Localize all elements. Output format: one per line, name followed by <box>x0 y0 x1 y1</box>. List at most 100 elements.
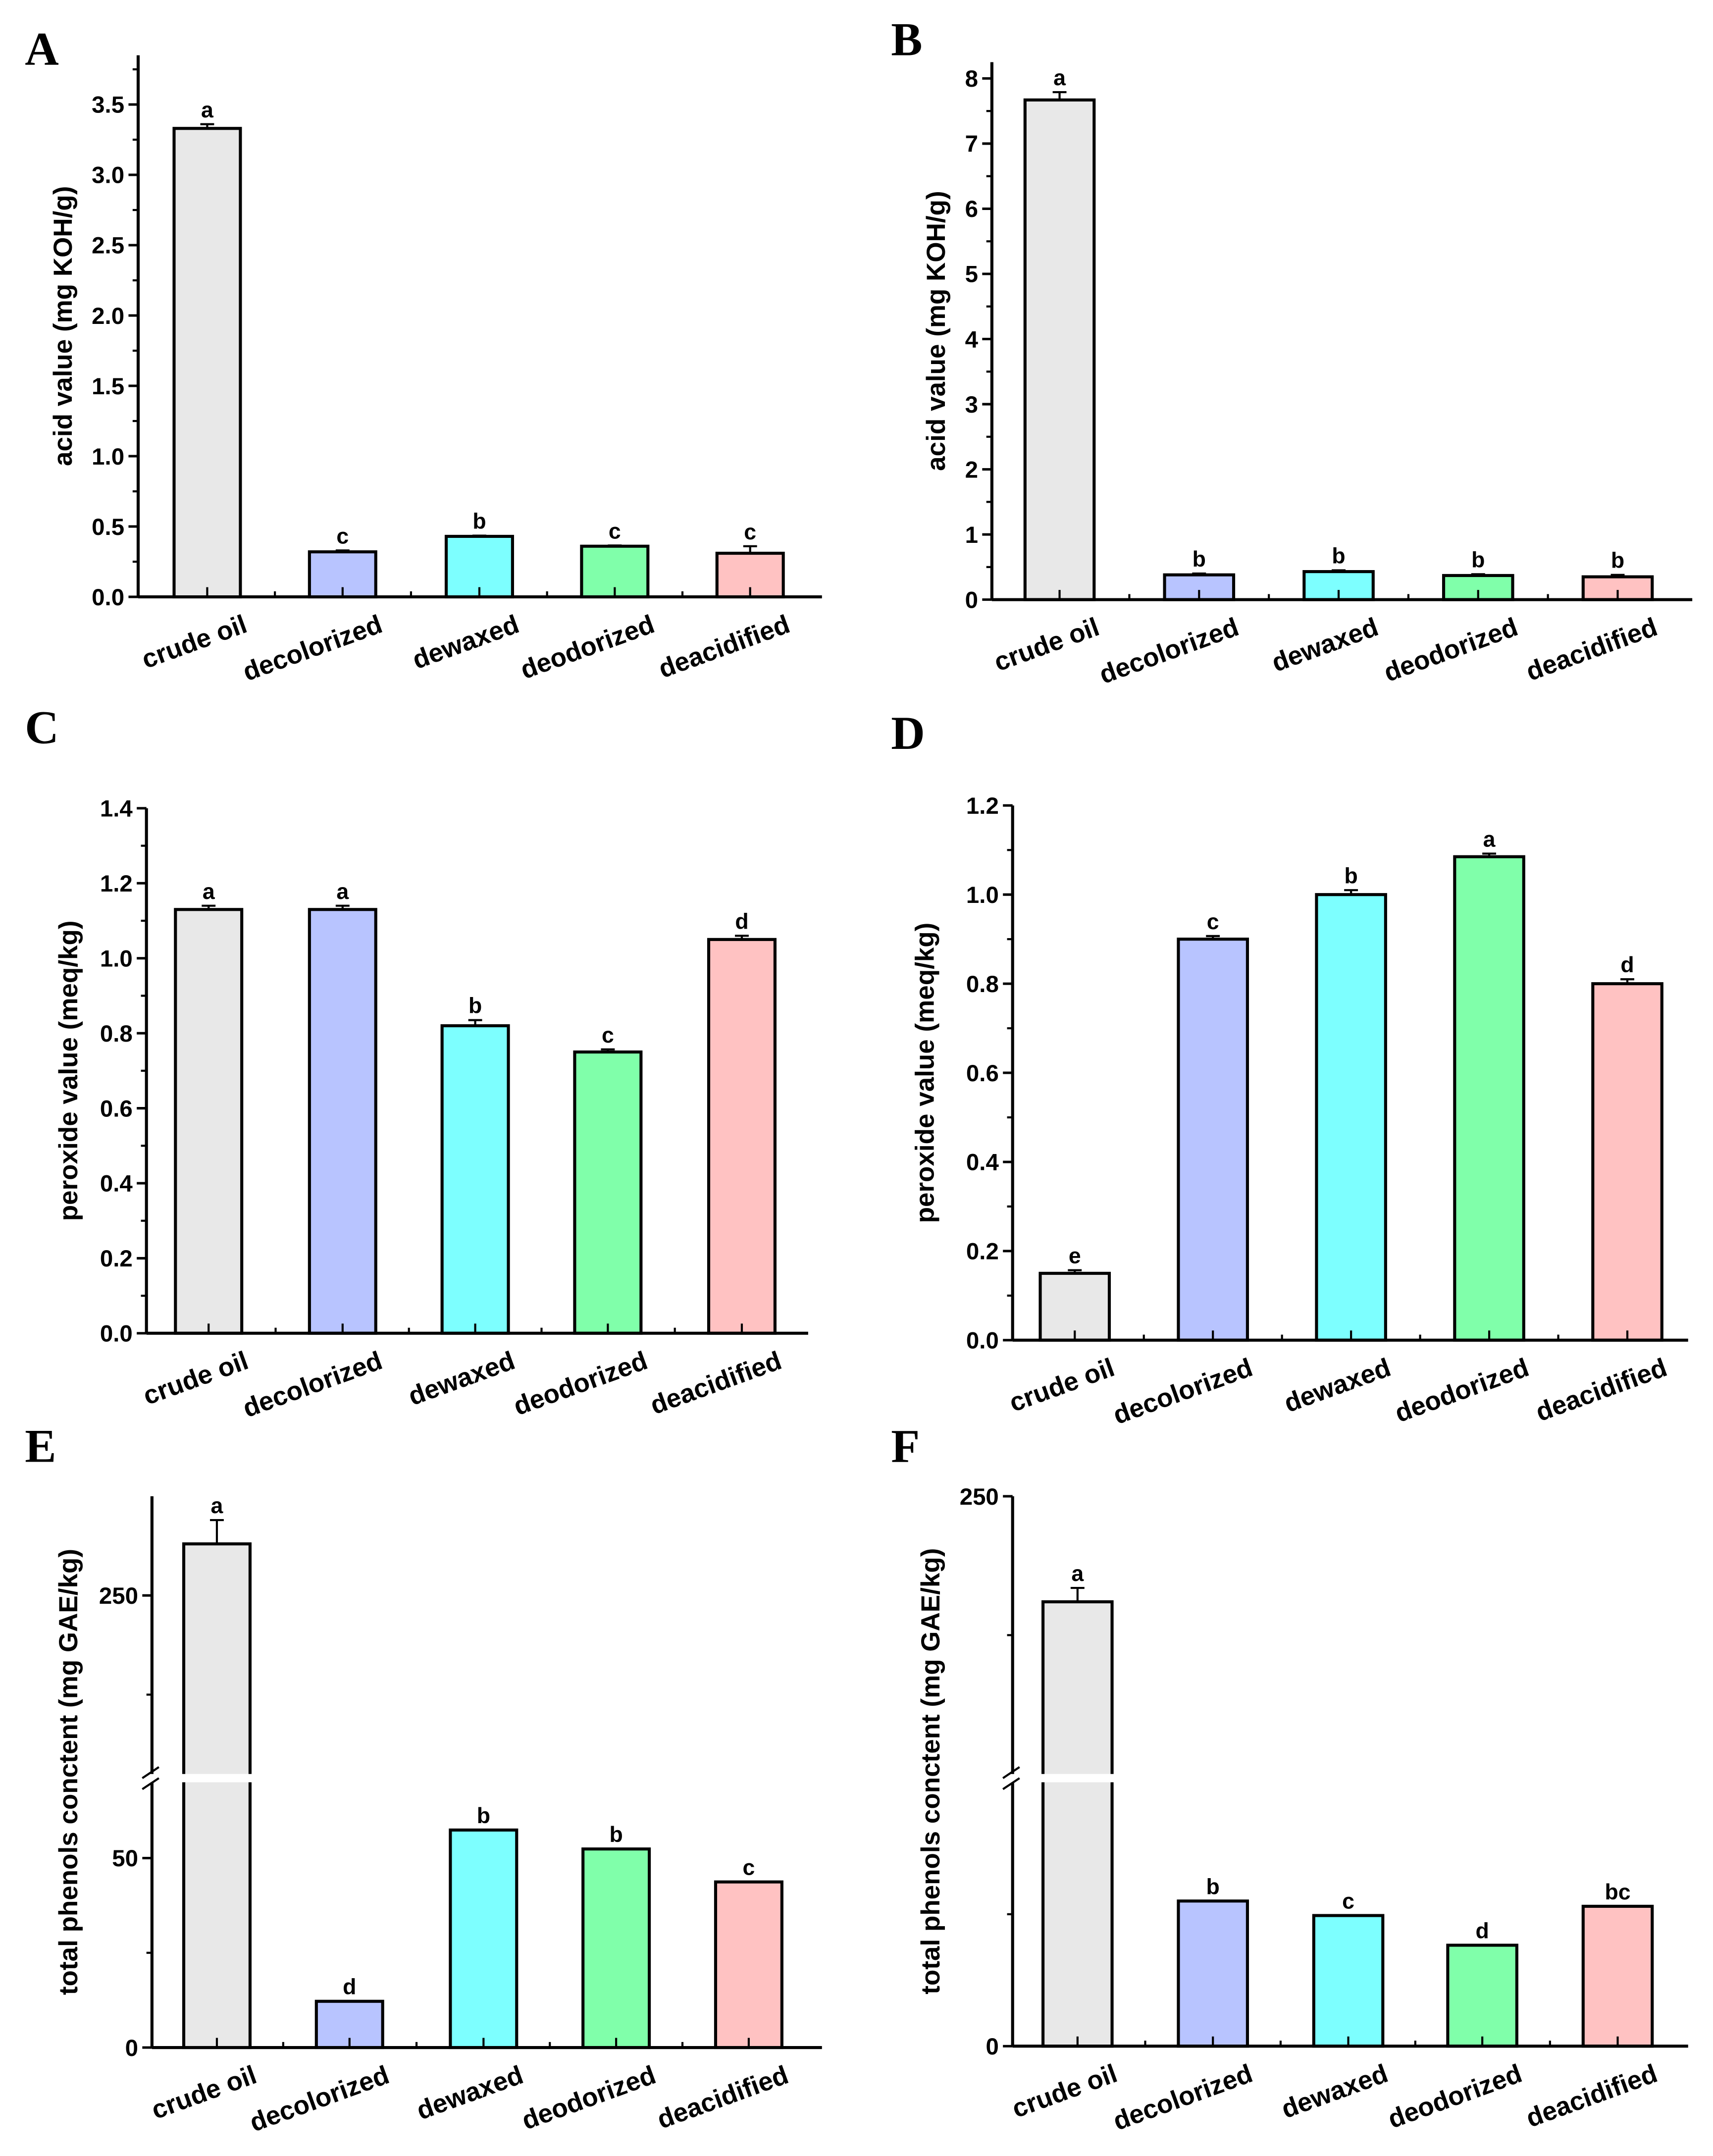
y-tick-label: 4 <box>965 326 979 353</box>
x-tick-label: crude oil <box>139 1346 252 1411</box>
y-tick-label: 0.6 <box>966 1060 999 1087</box>
y-tick-label: 1.0 <box>100 946 133 972</box>
y-axis-label: total phenols conctent (mg GAE/kg) <box>54 1549 83 1995</box>
significance-letter: c <box>744 520 756 544</box>
y-tick-label: 0.2 <box>966 1239 999 1265</box>
significance-letter: d <box>1620 953 1634 977</box>
y-tick-label: 1.5 <box>92 373 124 400</box>
bar-dewaxed <box>1315 893 1387 1342</box>
axis-break-gap <box>135 1774 253 1783</box>
bar-dewaxed <box>440 1024 510 1335</box>
y-axis-label: peroxide value (meq/kg) <box>54 920 83 1221</box>
significance-letter: b <box>468 994 482 1018</box>
y-tick-label: 0.6 <box>100 1096 133 1122</box>
x-tick-label: decolorized <box>239 610 386 687</box>
y-tick-label: 3.0 <box>92 162 124 189</box>
significance-letter: c <box>1342 1890 1354 1914</box>
x-tick-label: deacidified <box>646 1346 785 1420</box>
x-tick-label: crude oil <box>148 2060 260 2125</box>
significance-letter: a <box>211 1494 224 1518</box>
x-tick-label: deodorized <box>518 2060 660 2136</box>
x-tick-label: deodorized <box>517 610 658 685</box>
y-tick-label: 0.8 <box>966 971 999 998</box>
y-tick-label: 2.5 <box>92 233 124 259</box>
bar-decolorized <box>308 908 377 1335</box>
significance-letter: b <box>1206 1875 1220 1899</box>
significance-letter: b <box>472 510 486 534</box>
panel-e: Ea crude oil d decolorized b dewaxed b deodoriz… <box>25 1420 822 2138</box>
x-tick-label: deacidified <box>653 2060 792 2135</box>
significance-letter: c <box>602 1023 614 1048</box>
y-tick-label: 0 <box>125 2035 138 2061</box>
y-tick-label: 1.0 <box>966 882 999 908</box>
y-axis-label: acid value (mg KOH/g) <box>922 191 951 471</box>
y-tick-label: 250 <box>99 1583 138 1609</box>
y-tick-label: 1.0 <box>92 444 124 470</box>
x-tick-label: dewaxed <box>409 610 523 675</box>
bar-deacidified <box>714 1880 783 2050</box>
x-tick-label: dewaxed <box>1278 2059 1392 2124</box>
panel-a: Aa crude oil c decolorized b dewaxed c deodoriz… <box>25 23 822 687</box>
x-tick-label: dewaxed <box>1268 612 1382 678</box>
significance-letter: b <box>1345 864 1358 888</box>
y-tick-label: 0 <box>986 2034 998 2060</box>
significance-letter: a <box>201 98 214 122</box>
x-tick-label: deacidified <box>1522 612 1661 686</box>
panel-letter: A <box>25 23 58 75</box>
y-tick-label: 0.2 <box>100 1246 133 1272</box>
significance-letter: b <box>1471 548 1485 572</box>
panel-b: Ba crude oil b decolorized b dewaxed b deodoriz… <box>891 13 1693 689</box>
bar-deodorized <box>581 1847 651 2050</box>
x-tick-label: deacidified <box>1522 2059 1661 2133</box>
x-tick-label: decolorized <box>246 2060 393 2138</box>
x-tick-label: deodorized <box>1391 1353 1533 1428</box>
significance-letter: a <box>1483 827 1496 851</box>
x-tick-label: deodorized <box>1380 612 1522 687</box>
bar-decolorized <box>1177 938 1249 1342</box>
bar-deacidified <box>707 938 777 1335</box>
y-tick-label: 0.4 <box>966 1150 999 1176</box>
significance-letter: e <box>1069 1244 1081 1268</box>
x-tick-label: crude oil <box>138 610 251 675</box>
significance-letter: d <box>735 909 748 934</box>
panel-letter: B <box>891 13 922 66</box>
bar-crude-oil <box>1023 98 1096 601</box>
axis-break-gap <box>996 1774 1115 1783</box>
y-tick-label: 3.5 <box>92 92 124 118</box>
panel-letter: E <box>25 1420 56 1472</box>
y-tick-label: 5 <box>965 262 978 288</box>
significance-letter: d <box>343 1975 356 1999</box>
significance-letter: d <box>1476 1919 1489 1943</box>
significance-letter: b <box>1332 544 1345 569</box>
bar-crude-oil <box>172 127 242 599</box>
significance-letter: c <box>1207 910 1219 934</box>
y-axis-label: acid value (mg KOH/g) <box>49 186 78 466</box>
panel-letter: C <box>25 701 58 754</box>
panel-letter: D <box>891 707 925 759</box>
x-tick-label: crude oil <box>1008 2059 1121 2124</box>
significance-letter: a <box>1071 1562 1084 1586</box>
y-tick-label: 7 <box>965 131 978 158</box>
bar-dewaxed <box>1312 1914 1385 2048</box>
significance-letter: c <box>336 524 349 548</box>
x-tick-label: dewaxed <box>1280 1353 1395 1418</box>
significance-letter: c <box>743 1856 755 1880</box>
bar-deacidified <box>1591 982 1663 1342</box>
y-tick-label: 1.2 <box>966 793 999 819</box>
y-tick-label: 6 <box>965 196 978 222</box>
bar-deodorized <box>573 1050 643 1335</box>
y-tick-label: 0.0 <box>966 1328 999 1354</box>
x-tick-label: deodorized <box>510 1346 651 1421</box>
significance-letter: a <box>1053 66 1066 90</box>
significance-letter: bc <box>1605 1880 1630 1904</box>
x-tick-label: crude oil <box>990 612 1103 677</box>
x-tick-label: deacidified <box>655 610 793 684</box>
x-tick-label: decolorized <box>1109 2059 1256 2136</box>
y-tick-label: 0 <box>965 587 978 613</box>
y-tick-label: 250 <box>960 1484 999 1510</box>
panel-f: Fa crude oil b decolorized c dewaxed d deodoriz… <box>891 1420 1688 2136</box>
x-tick-label: dewaxed <box>405 1346 519 1411</box>
panel-letter: F <box>891 1420 920 1472</box>
y-tick-label: 1 <box>965 522 978 548</box>
bar-dewaxed <box>1302 570 1375 601</box>
